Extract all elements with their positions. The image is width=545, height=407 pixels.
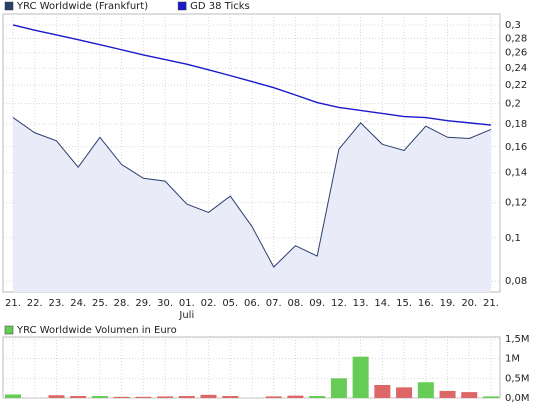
x-tick-label: 29.	[135, 298, 151, 309]
x-tick-label: 15.	[396, 298, 412, 309]
bar	[483, 396, 499, 398]
y-tick-label: 0,14	[505, 168, 527, 179]
y-tick-label: 0,12	[505, 197, 527, 208]
annotation: Juli	[178, 310, 194, 321]
x-tick-label: 24.	[70, 298, 86, 309]
y-tick-label: 0,24	[505, 63, 527, 74]
x-tick-label: 16.	[418, 298, 434, 309]
bar	[91, 396, 108, 398]
y-tick-label: 0,16	[505, 142, 527, 153]
bar	[439, 390, 456, 398]
x-tick-label: 09.	[309, 298, 325, 309]
bar	[374, 385, 391, 398]
x-tick-label: 07.	[266, 298, 282, 309]
x-tick-label: 28.	[114, 298, 130, 309]
bar	[396, 387, 413, 398]
bar	[200, 394, 217, 398]
legend-label: GD 38 Ticks	[190, 1, 250, 12]
legend-label: YRC Worldwide Volumen in Euro	[16, 325, 177, 336]
y-tick-label: 0,18	[505, 119, 527, 130]
y-tick-label: 0,1	[505, 233, 521, 244]
bar	[265, 396, 282, 398]
bar	[330, 378, 347, 398]
x-tick-label: 14.	[374, 298, 390, 309]
x-tick-label: 06.	[244, 298, 260, 309]
y-tick-label: 0,28	[505, 33, 527, 44]
bar	[222, 396, 239, 398]
bar	[309, 396, 326, 398]
x-tick-label: 19.	[440, 298, 456, 309]
x-tick-label: 30.	[157, 298, 173, 309]
x-tick-label: 02.	[201, 298, 217, 309]
bar	[70, 396, 87, 398]
y-tick-label: 0,5M	[505, 373, 530, 384]
x-tick-label: 25.	[92, 298, 108, 309]
x-tick-label: 20.	[461, 298, 477, 309]
x-tick-label: 21.	[5, 298, 21, 309]
bar	[461, 392, 478, 398]
line	[12, 117, 492, 268]
line	[12, 24, 492, 126]
bar	[135, 396, 152, 398]
y-tick-label: 0,26	[505, 48, 527, 59]
bar	[48, 395, 65, 398]
x-tick-label: 13.	[353, 298, 369, 309]
x-tick-label: 01.	[179, 298, 195, 309]
y-tick-label: 0,2	[505, 99, 521, 110]
bar	[157, 396, 174, 398]
bar	[113, 396, 130, 398]
y-tick-label: 0,22	[505, 80, 527, 91]
bar	[5, 394, 21, 398]
bar	[287, 395, 304, 398]
legend-swatch	[177, 1, 187, 11]
area	[13, 117, 491, 292]
bar	[178, 396, 195, 398]
legend-label: YRC Worldwide (Frankfurt)	[16, 1, 148, 12]
legend-swatch	[4, 325, 14, 335]
bar	[417, 382, 434, 398]
legend-swatch	[4, 1, 14, 11]
y-tick-label: 1,5M	[505, 334, 530, 345]
y-tick-label: 1M	[505, 354, 520, 365]
x-tick-label: 12.	[331, 298, 347, 309]
x-tick-label: 05.	[222, 298, 238, 309]
y-tick-label: 0,0M	[505, 393, 530, 404]
x-tick-label: 22.	[27, 298, 43, 309]
bar	[352, 356, 369, 398]
x-tick-label: 08.	[288, 298, 304, 309]
x-tick-label: 21.	[483, 298, 499, 309]
y-tick-label: 0,08	[505, 276, 527, 287]
y-tick-label: 0,3	[505, 20, 521, 31]
x-tick-label: 23.	[49, 298, 65, 309]
